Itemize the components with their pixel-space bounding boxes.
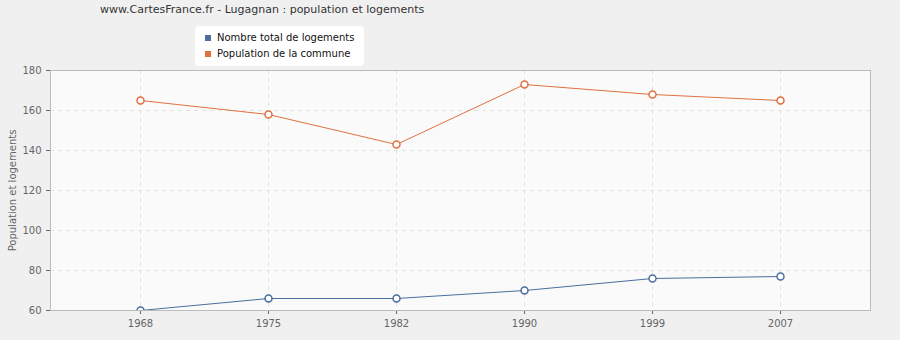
svg-text:60: 60 — [29, 305, 42, 316]
svg-text:2007: 2007 — [768, 318, 793, 329]
svg-text:100: 100 — [22, 225, 41, 236]
svg-text:1975: 1975 — [256, 318, 281, 329]
svg-text:160: 160 — [22, 105, 41, 116]
html-text:www.CartesFrance.fr - Lugagnan: www.CartesFrance.fr - Lugagnan : populat… — [100, 3, 425, 16]
html-text:Nombre total de logements: Nombre total de logements — [217, 32, 355, 43]
svg-text:Population et logements: Population et logements — [7, 130, 18, 252]
html-text:Population de la commune: Population de la commune — [217, 48, 351, 59]
svg-text:180: 180 — [22, 65, 41, 76]
svg-text:1982: 1982 — [384, 318, 409, 329]
svg-text:1968: 1968 — [128, 318, 153, 329]
svg-text:80: 80 — [29, 265, 42, 276]
svg-text:120: 120 — [22, 185, 41, 196]
svg-text:140: 140 — [22, 145, 41, 156]
svg-text:1999: 1999 — [640, 318, 665, 329]
svg-text:1990: 1990 — [512, 318, 537, 329]
